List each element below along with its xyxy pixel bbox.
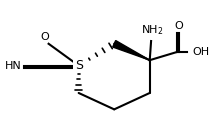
Text: NH$_2$: NH$_2$ xyxy=(141,23,164,37)
Text: OH: OH xyxy=(192,47,209,57)
Polygon shape xyxy=(113,41,150,60)
Text: O: O xyxy=(40,32,49,42)
Text: HN: HN xyxy=(4,61,21,71)
Text: O: O xyxy=(175,21,184,31)
Text: S: S xyxy=(75,59,83,72)
